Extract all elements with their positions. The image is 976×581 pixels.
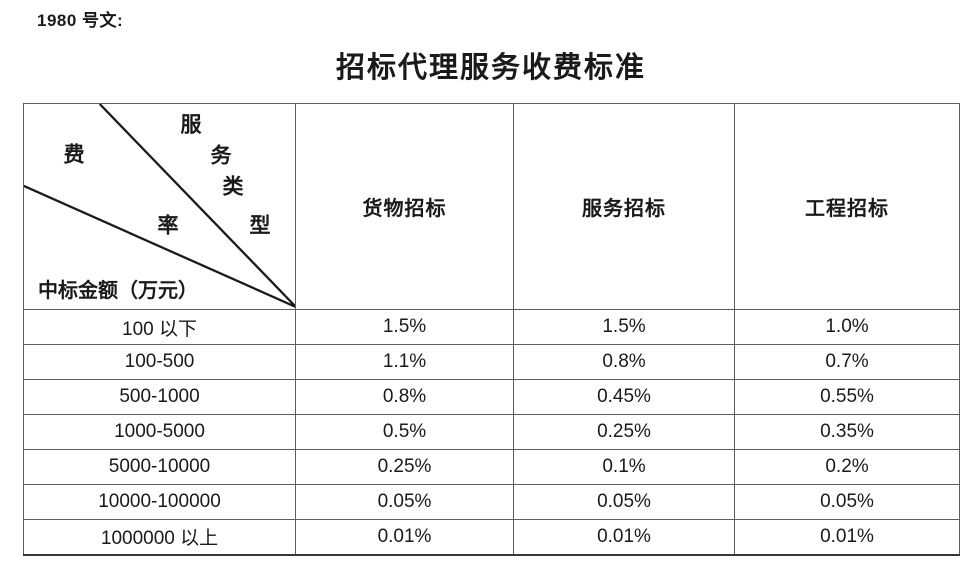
rate-cell: 0.2% <box>734 449 960 485</box>
rate-cell: 0.8% <box>295 379 514 415</box>
corner-header-cell: 费 服 务 类 率 型 中标金额（万元） <box>23 103 296 310</box>
amount-range-cell: 10000-100000 <box>23 484 296 520</box>
rate-cell: 0.55% <box>734 379 960 415</box>
rate-cell: 0.8% <box>513 344 735 380</box>
rate-cell: 1.5% <box>295 309 514 345</box>
amount-range-cell: 1000000 以上 <box>23 519 296 556</box>
row-axis-label: 中标金额（万元） <box>38 278 198 302</box>
corner-label-service-char: 服 <box>180 111 202 137</box>
page-title: 招标代理服务收费标准 <box>335 50 646 84</box>
rate-cell: 0.1% <box>513 449 735 485</box>
table-row: 1000000 以上 0.01% 0.01% 0.01% <box>23 519 960 556</box>
fee-standard-table: 费 服 务 类 率 型 中标金额（万元） 货物招标 服务招标 工程招标 100 … <box>23 103 960 556</box>
table-row: 5000-10000 0.25% 0.1% 0.2% <box>23 449 960 485</box>
rate-cell: 0.05% <box>513 484 735 520</box>
rate-cell: 0.01% <box>295 519 514 556</box>
table-row: 1000-5000 0.5% 0.25% 0.35% <box>23 414 960 450</box>
corner-label-service-char: 务 <box>210 142 232 168</box>
rate-cell: 1.1% <box>295 344 514 380</box>
amount-range-cell: 100-500 <box>23 344 296 380</box>
table-row: 100 以下 1.5% 1.5% 1.0% <box>23 309 960 345</box>
doc-number-label: 1980 号文: <box>37 11 124 30</box>
rate-cell: 0.7% <box>734 344 960 380</box>
diagonal-divider-lines <box>24 104 295 308</box>
corner-label-rate-char: 率 <box>157 212 179 238</box>
corner-label-fee-char: 费 <box>63 141 85 167</box>
rate-cell: 0.01% <box>734 519 960 556</box>
rate-cell: 1.0% <box>734 309 960 345</box>
rate-cell: 0.05% <box>295 484 514 520</box>
rate-cell: 0.25% <box>513 414 735 450</box>
column-header-goods: 货物招标 <box>295 103 514 310</box>
rate-cell: 0.25% <box>295 449 514 485</box>
rate-cell: 0.35% <box>734 414 960 450</box>
rate-cell: 0.01% <box>513 519 735 556</box>
table-row: 10000-100000 0.05% 0.05% 0.05% <box>23 484 960 520</box>
column-header-engineering: 工程招标 <box>734 103 960 310</box>
amount-range-cell: 5000-10000 <box>23 449 296 485</box>
amount-range-cell: 100 以下 <box>23 309 296 345</box>
corner-label-type-char: 类 <box>222 173 244 199</box>
table-row: 100-500 1.1% 0.8% 0.7% <box>23 344 960 380</box>
amount-range-cell: 500-1000 <box>23 379 296 415</box>
column-header-services: 服务招标 <box>513 103 735 310</box>
rate-cell: 0.05% <box>734 484 960 520</box>
amount-range-cell: 1000-5000 <box>23 414 296 450</box>
table-header-row: 费 服 务 类 率 型 中标金额（万元） 货物招标 服务招标 工程招标 <box>23 103 960 310</box>
corner-label-type-char: 型 <box>249 212 271 238</box>
rate-cell: 1.5% <box>513 309 735 345</box>
rate-cell: 0.5% <box>295 414 514 450</box>
rate-cell: 0.45% <box>513 379 735 415</box>
table-row: 500-1000 0.8% 0.45% 0.55% <box>23 379 960 415</box>
